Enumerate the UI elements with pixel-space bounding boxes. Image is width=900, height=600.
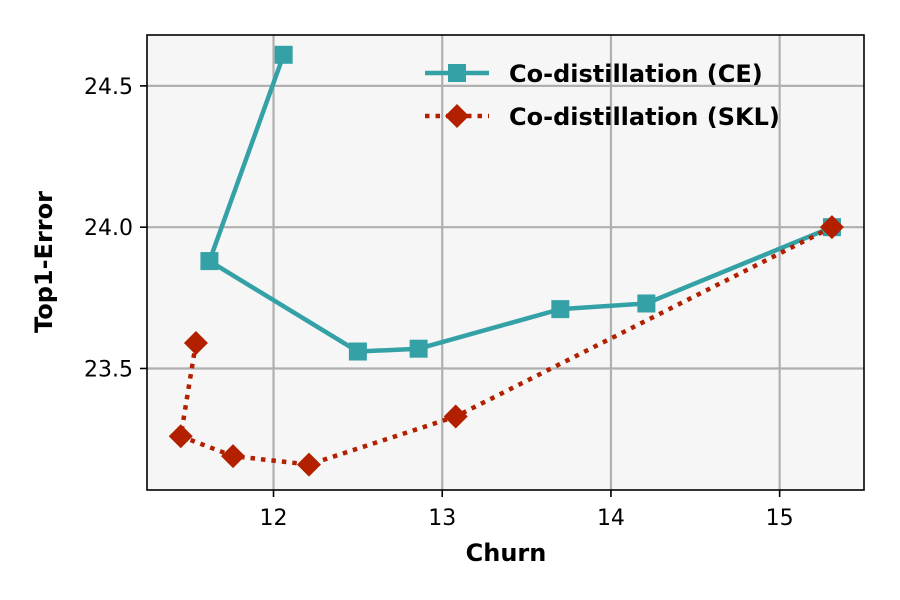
x-tick-label: 13 (428, 506, 456, 531)
plot-area-frame (146, 34, 865, 491)
x-axis-label: Churn (466, 539, 547, 567)
legend-ce-label: Co-distillation (CE) (509, 60, 763, 88)
series-skl-point (183, 331, 208, 356)
series-skl-point (819, 215, 844, 240)
legend-skl-label: Co-distillation (SKL) (509, 103, 780, 131)
series-skl-point (443, 404, 468, 429)
series-layer (168, 45, 844, 477)
grid-lines (147, 35, 864, 490)
series-ce-point (274, 45, 293, 64)
legend: Co-distillation (CE) Co-distillation (SK… (425, 60, 780, 131)
x-tick-label: 14 (597, 506, 625, 531)
y-axis-label: Top1-Error (30, 191, 58, 333)
x-tick-label: 12 (260, 506, 288, 531)
series-ce-point (637, 294, 656, 313)
series-ce-point (551, 300, 570, 319)
series-skl-point (168, 424, 193, 449)
x-tick-label: 15 (766, 506, 794, 531)
series-ce-point (348, 342, 367, 361)
series-ce-point (409, 339, 428, 358)
y-tick-label: 24.0 (84, 216, 133, 241)
axis-ticks: 12 13 14 15 23.5 24.0 24.5 (84, 75, 794, 531)
series-ce-point (200, 252, 219, 271)
y-tick-label: 24.5 (84, 75, 133, 100)
series-skl-point (221, 444, 246, 469)
legend-skl-marker (445, 104, 469, 128)
series-skl-point (296, 452, 321, 477)
legend-ce-marker (448, 64, 466, 82)
y-tick-label: 23.5 (84, 357, 133, 382)
